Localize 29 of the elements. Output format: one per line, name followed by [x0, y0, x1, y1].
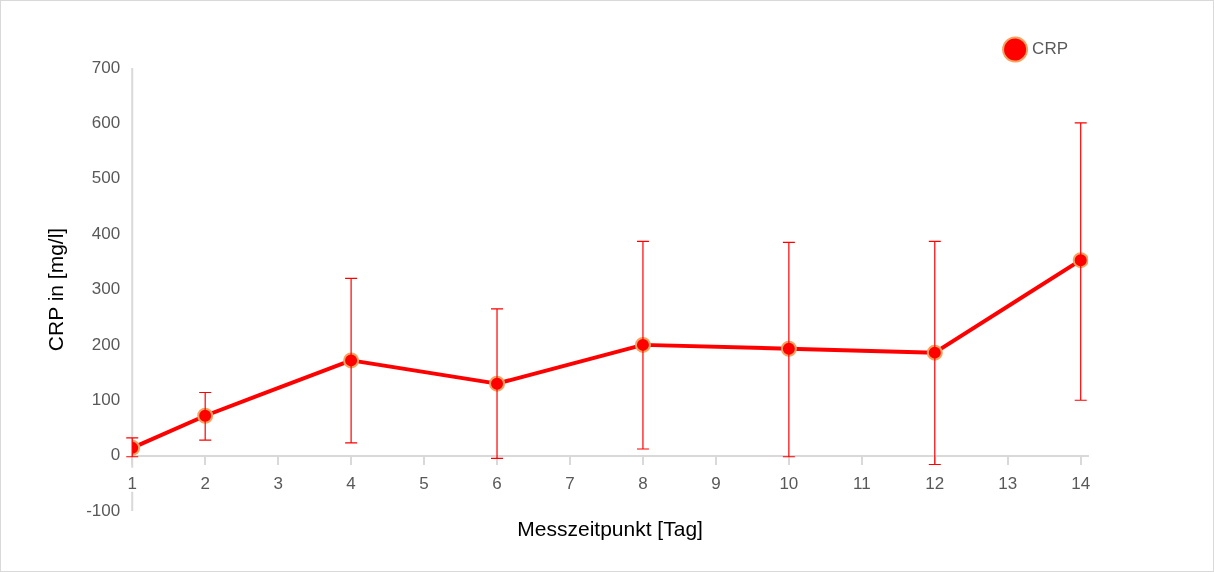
x-tick-label: 9	[711, 473, 721, 493]
y-tick-label: 0	[110, 445, 121, 465]
y-tick-label: 400	[91, 223, 121, 243]
x-tick-label: 1	[127, 473, 137, 493]
x-tick-label: 10	[779, 473, 799, 493]
x-tick-label: 11	[853, 473, 871, 493]
x-tick-label: 12	[925, 473, 945, 493]
y-tick-label: 600	[91, 113, 121, 133]
y-tick-label: 300	[91, 279, 121, 299]
legend-label: CRP	[1032, 39, 1069, 59]
x-tick-label: 5	[419, 473, 429, 493]
x-tick-label: 14	[1071, 473, 1091, 493]
x-tick-label: 4	[346, 473, 356, 493]
x-tick-label: 2	[200, 473, 210, 493]
y-tick-label: 200	[91, 334, 121, 354]
point	[926, 344, 943, 361]
point	[197, 407, 214, 424]
x-tick-label: 3	[273, 473, 283, 493]
y-axis-title: CRP in [mg/l]	[44, 227, 68, 352]
y-tick-label: 500	[91, 168, 121, 188]
x-axis-title: Messzeitpunkt [Tag]	[517, 517, 703, 541]
point	[1072, 252, 1088, 269]
y-tick-label: 100	[91, 389, 121, 409]
x-tick-label: 13	[998, 473, 1018, 493]
x-tick-label: 8	[638, 473, 648, 493]
y-tick-label: -100	[86, 500, 121, 520]
y-tick-label: 700	[91, 57, 121, 77]
x-tick-label: 7	[565, 473, 575, 493]
x-tick-label: 6	[492, 473, 502, 493]
